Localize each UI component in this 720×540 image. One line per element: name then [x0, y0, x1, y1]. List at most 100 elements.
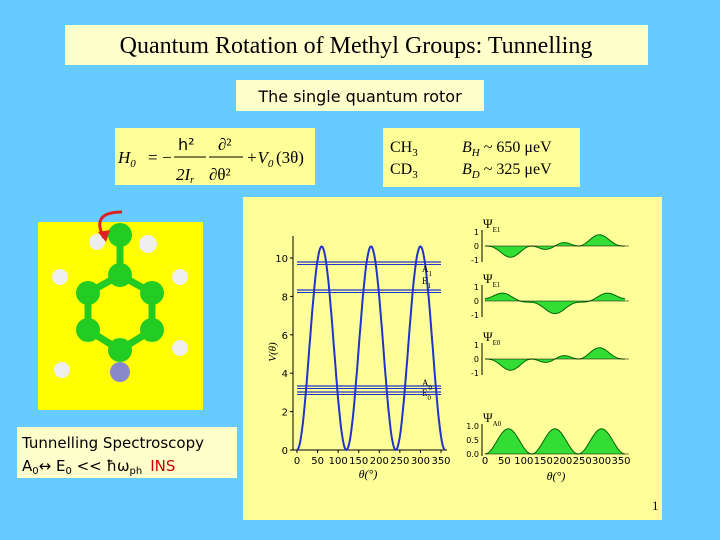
level-label: A0 [422, 378, 433, 392]
panel-label: ΨE1 [483, 216, 501, 234]
formula-argument: (3θ) [276, 148, 304, 167]
x-tick-label: 50 [311, 456, 324, 467]
isotope-name-main: CD [390, 161, 412, 178]
formula-text: r [190, 175, 194, 186]
y-tick-label: 0.5 [466, 436, 479, 445]
y-tick-label: -1 [471, 369, 479, 378]
x-tick-label: 300 [411, 456, 430, 467]
constant-value: ~ 325 μeV [484, 161, 552, 178]
carbon-atom [108, 263, 132, 287]
hydrogen-atom [52, 269, 68, 285]
panel-label-sub: A0 [493, 420, 502, 428]
x-tick-label: 50 [498, 456, 511, 467]
formula-text: 0 [268, 158, 274, 170]
y-tick-label: 1 [474, 283, 479, 292]
x-tick-label: 100 [514, 456, 533, 467]
carbon-atom [140, 318, 164, 342]
wavefunction-line [484, 428, 625, 455]
y-tick-label: 1.0 [466, 422, 479, 431]
panel-label-sub: E1 [493, 281, 501, 289]
isotope-box [383, 128, 580, 187]
level-label-sub: 1 [429, 270, 433, 278]
formula-text: +V [246, 148, 270, 167]
x-tick-label: 300 [592, 456, 611, 467]
page-number: 1 [652, 498, 659, 513]
panel-label-main: Ψ [483, 410, 493, 425]
spectroscopy-heading: Tunnelling Spectroscopy [21, 434, 204, 452]
panel-label: ΨA0 [483, 410, 502, 428]
level-label: E1 [422, 276, 432, 290]
x-tick-label: 150 [534, 456, 553, 467]
constant-symbol: B [462, 139, 472, 156]
spectroscopy-text: A [22, 457, 33, 475]
nitrogen-atom [110, 362, 130, 382]
spectroscopy-text: INS [150, 457, 175, 475]
spectroscopy-box [17, 427, 237, 478]
formula-text: H [117, 148, 132, 167]
x-tick-label: 100 [329, 456, 348, 467]
hydrogen-atom [89, 234, 105, 250]
constant-value: ~ 650 μeV [484, 139, 552, 156]
level-label-sub: 0 [428, 394, 432, 402]
y-tick-label: 4 [282, 369, 288, 380]
potential-curve [296, 245, 446, 452]
hydrogen-atom [172, 269, 188, 285]
formula-text: 0 [130, 158, 136, 170]
panel-label: ΨE0 [483, 329, 501, 347]
formula-equals: = [148, 148, 158, 167]
y-tick-label: 6 [282, 331, 288, 342]
y-tick-label: 0 [282, 446, 288, 457]
x-tick-label: 350 [431, 456, 450, 467]
level-label-main: A [422, 378, 429, 388]
panel-label-main: Ψ [483, 329, 493, 344]
x-tick-label: 250 [390, 456, 409, 467]
hydrogen-atom [54, 362, 70, 378]
y-axis-label: V(θ) [267, 342, 279, 362]
y-tick-label: 0 [474, 242, 479, 251]
x-axis-label: θ(°) [547, 469, 566, 483]
spectroscopy-text: ↔ E [39, 457, 66, 475]
y-tick-label: 0.0 [466, 450, 479, 459]
rotational-constant: BH ~ 650 μeV [462, 139, 552, 159]
x-axis-label: θ(°) [359, 467, 378, 481]
y-tick-label: 8 [282, 292, 288, 303]
spectroscopy-text: 0 [32, 466, 38, 477]
formula-dnum: ∂² [218, 135, 232, 154]
level-label-sub: 1 [428, 282, 432, 290]
title: Quantum Rotation of Methyl Groups: Tunne… [120, 33, 593, 59]
y-tick-label: 1 [474, 228, 479, 237]
hydrogen-atom [172, 340, 188, 356]
formula-numerator: h² [178, 135, 195, 154]
panel-label-main: Ψ [483, 271, 493, 286]
panel-label-main: Ψ [483, 216, 493, 231]
panel-label-sub: E1 [493, 226, 501, 234]
isotope-name: CH3 [390, 139, 418, 159]
level-label: E0 [422, 388, 432, 402]
y-tick-label: -1 [471, 311, 479, 320]
title-box [65, 25, 648, 65]
y-tick-label: 2 [282, 408, 288, 419]
wavefunction-fill [485, 293, 625, 314]
formula-lhs: H0 [117, 148, 136, 170]
level-label-main: A [422, 264, 429, 274]
molecule [52, 210, 188, 382]
formula-potential: +V0 [246, 148, 274, 170]
carbon-atom [76, 281, 100, 305]
formula-denominator: 2Ir [176, 165, 194, 186]
formula: H0 = − h² 2Ir ∂² ∂θ² +V0 (3θ) [117, 135, 304, 186]
subtitle: The single quantum rotor [257, 87, 462, 106]
x-tick-label: 250 [573, 456, 592, 467]
x-tick-label: 150 [349, 456, 368, 467]
x-tick-label: 0 [294, 456, 300, 467]
panel-label-sub: E0 [493, 339, 501, 347]
formula-minus: − [162, 148, 172, 167]
isotope-name: CD3 [390, 161, 418, 181]
x-tick-label: 200 [370, 456, 389, 467]
panel-label: ΨE1 [483, 271, 501, 289]
hydrogen-atom [139, 235, 157, 253]
level-label-sub: 0 [429, 384, 433, 392]
spectroscopy-text: ph [130, 466, 143, 477]
spectroscopy-text: << ħω [72, 457, 130, 475]
rotational-constant: BD ~ 325 μeV [462, 161, 552, 181]
formula-dden: ∂θ² [209, 165, 231, 184]
